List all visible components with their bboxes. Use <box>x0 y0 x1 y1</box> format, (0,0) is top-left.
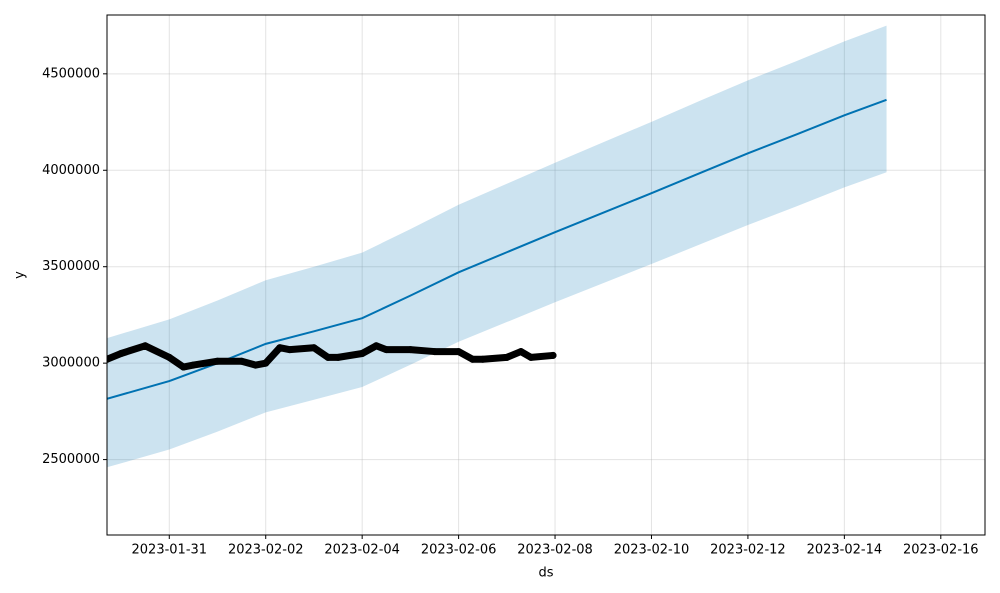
x-tick-label: 2023-02-10 <box>614 543 690 558</box>
observed-point <box>286 346 294 354</box>
observed-point <box>382 346 390 354</box>
x-tick-label: 2023-02-16 <box>903 543 979 558</box>
observed-point <box>372 342 380 350</box>
y-tick-label: 3500000 <box>42 259 100 274</box>
observed-point <box>262 359 270 367</box>
observed-point <box>107 355 111 363</box>
observed-point <box>517 348 525 356</box>
y-tick-label: 2500000 <box>42 452 100 467</box>
observed-point <box>189 361 197 369</box>
observed-point <box>334 353 342 361</box>
observed-point <box>310 344 318 352</box>
observed-point <box>527 353 535 361</box>
observed-point <box>179 363 187 371</box>
y-tick-label: 4500000 <box>42 66 100 81</box>
observed-point <box>165 353 173 361</box>
observed-point <box>252 361 260 369</box>
x-tick-label: 2023-02-06 <box>421 543 497 558</box>
observed-point <box>238 357 246 365</box>
observed-point <box>503 353 511 361</box>
observed-point <box>117 350 125 358</box>
x-tick-label: 2023-02-04 <box>324 543 400 558</box>
observed-point <box>469 355 477 363</box>
x-axis-label: ds <box>538 566 553 581</box>
observed-point <box>141 342 149 350</box>
x-tick-label: 2023-02-02 <box>228 543 304 558</box>
observed-point <box>406 346 414 354</box>
uncertainty-band <box>107 25 887 468</box>
observed-point <box>214 357 222 365</box>
x-tick-label: 2023-02-14 <box>807 543 883 558</box>
y-tick-label: 4000000 <box>42 163 100 178</box>
x-tick-label: 2023-01-31 <box>132 543 208 558</box>
x-tick-label: 2023-02-08 <box>517 543 593 558</box>
observed-point <box>430 348 438 356</box>
observed-point <box>324 353 332 361</box>
observed-point <box>479 355 487 363</box>
forecast-line <box>107 98 887 400</box>
observed-point <box>455 348 463 356</box>
x-tick-label: 2023-02-12 <box>710 543 786 558</box>
observed-point <box>276 344 284 352</box>
observed-point <box>549 351 557 359</box>
plot-frame <box>106 14 986 536</box>
y-tick-label: 3000000 <box>42 356 100 371</box>
y-axis-label: y <box>13 271 28 279</box>
observed-point <box>358 350 366 358</box>
